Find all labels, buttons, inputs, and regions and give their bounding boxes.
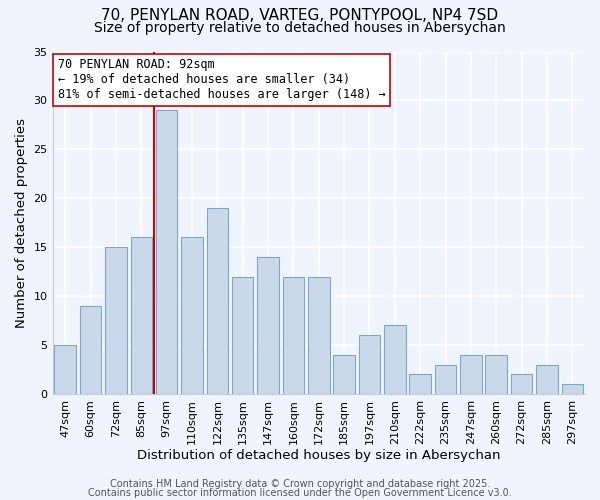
Bar	[131, 238, 152, 394]
Bar	[206, 208, 228, 394]
Text: Contains HM Land Registry data © Crown copyright and database right 2025.: Contains HM Land Registry data © Crown c…	[110, 479, 490, 489]
Bar	[308, 276, 329, 394]
Bar	[409, 374, 431, 394]
Y-axis label: Number of detached properties: Number of detached properties	[15, 118, 28, 328]
Bar	[232, 276, 253, 394]
Bar	[105, 247, 127, 394]
Bar	[283, 276, 304, 394]
Bar	[181, 238, 203, 394]
Bar	[435, 364, 457, 394]
Bar	[80, 306, 101, 394]
Bar	[562, 384, 583, 394]
Bar	[485, 355, 507, 394]
X-axis label: Distribution of detached houses by size in Abersychan: Distribution of detached houses by size …	[137, 450, 500, 462]
Bar	[55, 345, 76, 394]
Text: Contains public sector information licensed under the Open Government Licence v3: Contains public sector information licen…	[88, 488, 512, 498]
Bar	[384, 326, 406, 394]
Bar	[536, 364, 558, 394]
Text: Size of property relative to detached houses in Abersychan: Size of property relative to detached ho…	[94, 21, 506, 35]
Bar	[359, 336, 380, 394]
Bar	[257, 257, 279, 394]
Bar	[334, 355, 355, 394]
Text: 70, PENYLAN ROAD, VARTEG, PONTYPOOL, NP4 7SD: 70, PENYLAN ROAD, VARTEG, PONTYPOOL, NP4…	[101, 8, 499, 22]
Bar	[156, 110, 178, 394]
Bar	[511, 374, 532, 394]
Text: 70 PENYLAN ROAD: 92sqm
← 19% of detached houses are smaller (34)
81% of semi-det: 70 PENYLAN ROAD: 92sqm ← 19% of detached…	[58, 58, 386, 102]
Bar	[460, 355, 482, 394]
